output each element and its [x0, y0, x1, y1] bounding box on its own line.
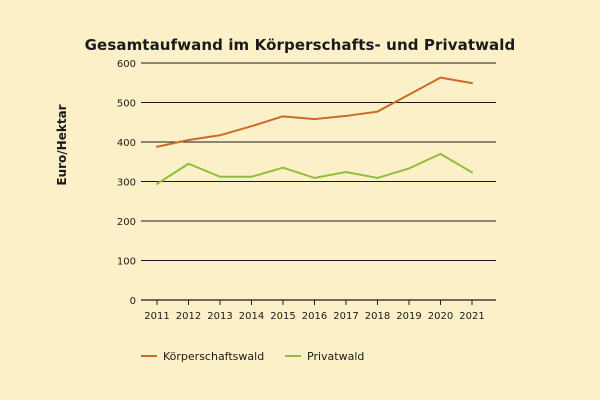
- data-point: [408, 93, 410, 96]
- data-point: [345, 171, 347, 173]
- y-tick-labels: 0 100 200 300 400 500 600: [117, 59, 136, 307]
- y-tick-label: 400: [117, 138, 136, 149]
- data-point: [471, 82, 473, 84]
- legend-label: Privatwald: [307, 350, 364, 363]
- y-tick-label: 0: [130, 296, 136, 307]
- data-point: [156, 183, 158, 185]
- gridlines: [141, 62, 496, 261]
- x-tick-label: 2018: [365, 311, 390, 322]
- data-point: [439, 76, 442, 79]
- data-point: [313, 118, 316, 120]
- x-tick-label: 2011: [144, 311, 169, 322]
- data-point: [282, 166, 284, 169]
- x-tick-label: 2012: [176, 311, 201, 322]
- y-tick-label: 500: [117, 99, 136, 110]
- x-tick-label: 2015: [270, 311, 295, 322]
- x-tick-label: 2017: [333, 311, 358, 322]
- series-line-privatwald: [156, 152, 473, 185]
- x-tick-label: 2014: [239, 311, 264, 322]
- x-tick-label: 2013: [207, 311, 232, 322]
- data-point: [156, 145, 158, 148]
- data-point: [408, 167, 410, 170]
- data-point: [376, 110, 379, 113]
- data-point: [187, 139, 190, 141]
- series-lines: [156, 76, 473, 185]
- data-point: [471, 171, 473, 174]
- data-point: [219, 175, 221, 178]
- data-point: [376, 177, 379, 179]
- data-point: [187, 162, 190, 165]
- data-point: [345, 115, 347, 117]
- x-tick-label: 2020: [428, 311, 453, 322]
- x-axis: 2011 2012 2013 2014 2015 2016 2017 2018 2019 2020…: [141, 299, 496, 322]
- data-point: [282, 115, 284, 118]
- y-tick-label: 600: [117, 59, 136, 70]
- y-tick-label: 300: [117, 178, 136, 189]
- data-point: [439, 153, 442, 155]
- legend: Körperschaftswald Privatwald: [141, 350, 364, 363]
- y-tick-label: 200: [117, 217, 136, 228]
- data-point: [250, 175, 253, 178]
- x-tick-label: 2021: [459, 311, 484, 322]
- x-tick-label: 2019: [396, 311, 421, 322]
- legend-label: Körperschaftswald: [163, 350, 264, 363]
- series-line-körperschaftswald: [156, 76, 473, 148]
- y-tick-label: 100: [117, 257, 136, 268]
- data-point: [219, 134, 221, 137]
- x-tick-label: 2016: [302, 311, 327, 322]
- data-point: [250, 125, 253, 127]
- data-point: [313, 177, 316, 179]
- chart-title: Gesamtaufwand im Körperschafts- und Priv…: [84, 36, 516, 54]
